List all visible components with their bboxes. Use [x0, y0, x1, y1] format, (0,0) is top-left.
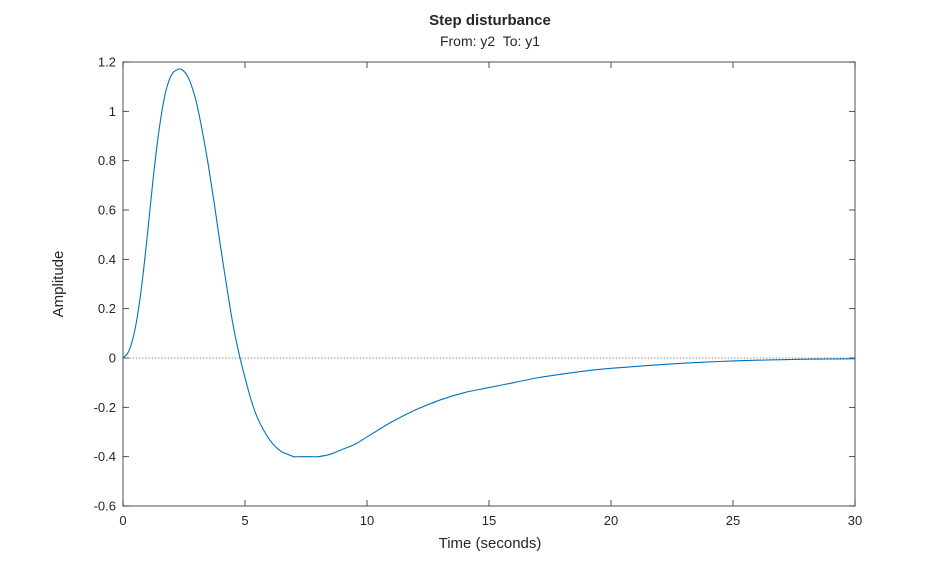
x-tick-label: 0	[119, 513, 126, 528]
y-tick-label: 1	[109, 104, 116, 119]
y-tick-label: -0.6	[94, 499, 116, 514]
chart-subtitle: From: y2 To: y1	[440, 33, 540, 49]
axes-box	[122, 61, 856, 507]
series-line	[122, 68, 856, 458]
y-tick-label: 0.8	[98, 153, 116, 168]
y-tick-label: -0.2	[94, 400, 116, 415]
x-tick-label: 30	[848, 513, 862, 528]
x-tick-label: 10	[360, 513, 374, 528]
chart-title: Step disturbance	[429, 12, 551, 29]
x-axis-label: Time (seconds)	[439, 535, 542, 552]
y-tick-label: 0	[109, 351, 116, 366]
y-tick-label: -0.4	[94, 449, 116, 464]
x-tick-label: 25	[726, 513, 740, 528]
y-tick-label: 0.2	[98, 301, 116, 316]
x-tick-label: 15	[482, 513, 496, 528]
plot-area	[122, 68, 856, 458]
axes: 0 5 10 15 20 25 30 -0.6 -0.4 -0.2 0 0.2 0.4 0.6 0.8 1 1.…	[94, 55, 863, 529]
x-tick-label: 5	[241, 513, 248, 528]
y-axis-label: Amplitude	[50, 251, 67, 318]
x-tick-label: 20	[604, 513, 618, 528]
y-tick-label: 1.2	[98, 55, 116, 70]
y-tick-label: 0.6	[98, 203, 116, 218]
y-tick-label: 0.4	[98, 252, 116, 267]
